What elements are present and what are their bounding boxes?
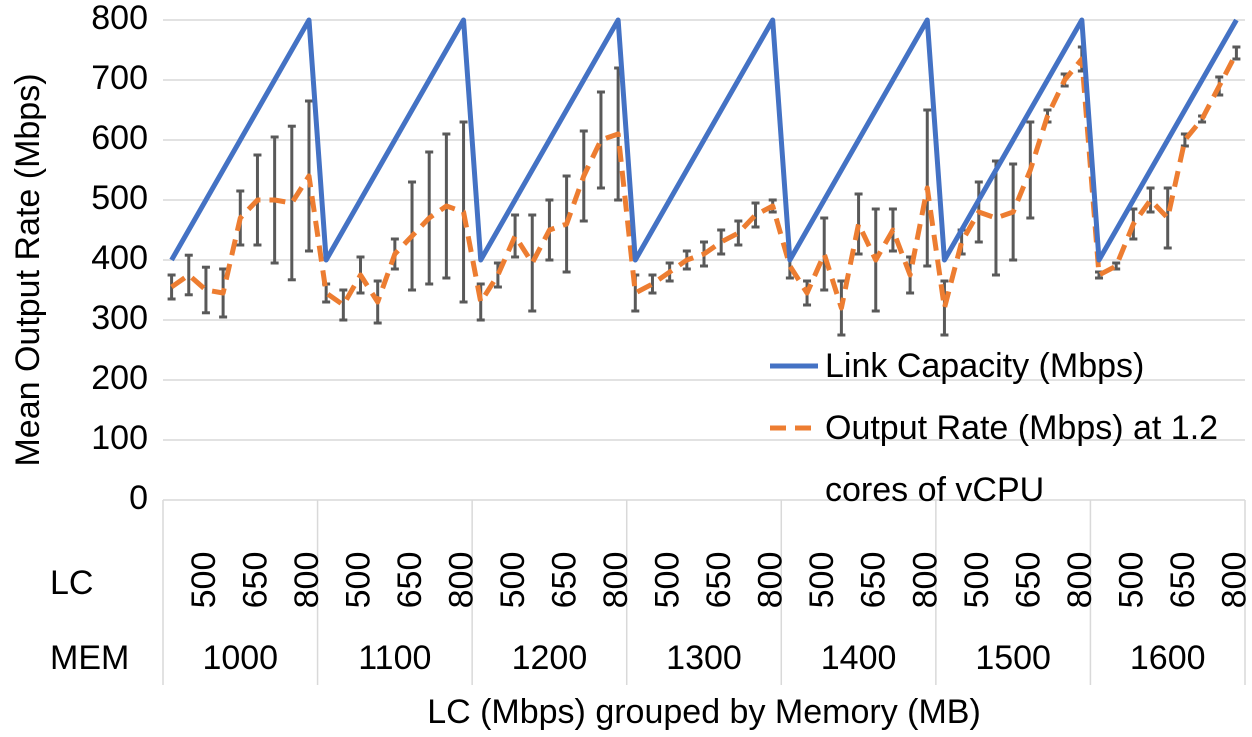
y-tick-label: 0 <box>129 479 148 517</box>
x-tick-label: 650 <box>1164 552 1202 609</box>
error-bar <box>820 216 829 292</box>
y-tick-label: 400 <box>91 239 148 277</box>
y-tick-label: 700 <box>91 59 148 97</box>
x-tick-label: 650 <box>391 552 429 609</box>
error-bar <box>528 213 537 313</box>
x-tick-label: 500 <box>339 552 377 609</box>
legend-entry: Link Capacity (Mbps) <box>825 347 1145 385</box>
error-bar <box>1232 45 1241 61</box>
x-tick-label: 500 <box>958 552 996 609</box>
group-label: 1000 <box>202 639 278 677</box>
group-label: 1400 <box>821 639 897 677</box>
x-tick-label: 500 <box>494 552 532 609</box>
level-label: MEM <box>50 639 129 677</box>
x-tick-label: 800 <box>597 552 635 609</box>
x-tick-label: 800 <box>443 552 481 609</box>
x-tick-label: 500 <box>803 552 841 609</box>
error-bar <box>339 288 348 322</box>
group-label: 1500 <box>975 639 1051 677</box>
error-bar <box>717 228 726 256</box>
error-bar <box>287 124 296 282</box>
y-tick-label: 100 <box>91 419 148 457</box>
error-bar <box>854 192 863 256</box>
x-tick-label: 650 <box>700 552 738 609</box>
error-bar <box>511 213 520 259</box>
x-tick-label: 800 <box>1061 552 1099 609</box>
error-bar <box>648 273 657 295</box>
error-bar <box>1163 186 1172 250</box>
y-tick-label: 200 <box>91 359 148 397</box>
x-tick-label: 500 <box>1112 552 1150 609</box>
x-tick-label: 650 <box>855 552 893 609</box>
error-bar <box>751 201 760 229</box>
group-label: 1200 <box>512 639 588 677</box>
error-bar <box>940 279 949 337</box>
group-label: 1600 <box>1130 639 1206 677</box>
series-line <box>170 51 1239 311</box>
y-tick-label: 300 <box>91 299 148 337</box>
group-label: 1100 <box>358 639 431 677</box>
legend-label: Output Rate (Mbps) at 1.2 cores of vCPU <box>825 409 1219 509</box>
x-tick-label: 650 <box>236 552 274 609</box>
group-label: 1300 <box>666 639 742 677</box>
level-label: LC <box>50 564 93 602</box>
error-bar <box>734 219 743 247</box>
x-tick-label: 500 <box>185 552 223 609</box>
series-line <box>169 17 1239 263</box>
y-tick-label: 800 <box>91 0 148 37</box>
x-tick-label: 800 <box>1215 552 1252 609</box>
x-tick-label: 800 <box>752 552 790 609</box>
x-tick-label: 500 <box>649 552 687 609</box>
error-bar <box>201 265 210 315</box>
x-tick-label: 800 <box>906 552 944 609</box>
error-bar <box>184 253 193 297</box>
x-tick-label: 650 <box>1009 552 1047 609</box>
error-bar <box>1146 186 1155 214</box>
y-axis-title: Mean Output Rate (Mbps) <box>9 73 47 466</box>
x-axis-title: LC (Mbps) grouped by Memory (MB) <box>427 693 981 731</box>
x-tick-label: 800 <box>288 552 326 609</box>
x-tick-label: 650 <box>546 552 584 609</box>
legend-entry: Output Rate (Mbps) at 1.2 cores of vCPU <box>825 409 1219 509</box>
error-bar <box>596 90 605 190</box>
y-tick-label: 500 <box>91 179 148 217</box>
y-tick-label: 600 <box>91 119 148 157</box>
legend-label: Link Capacity (Mbps) <box>825 347 1145 385</box>
